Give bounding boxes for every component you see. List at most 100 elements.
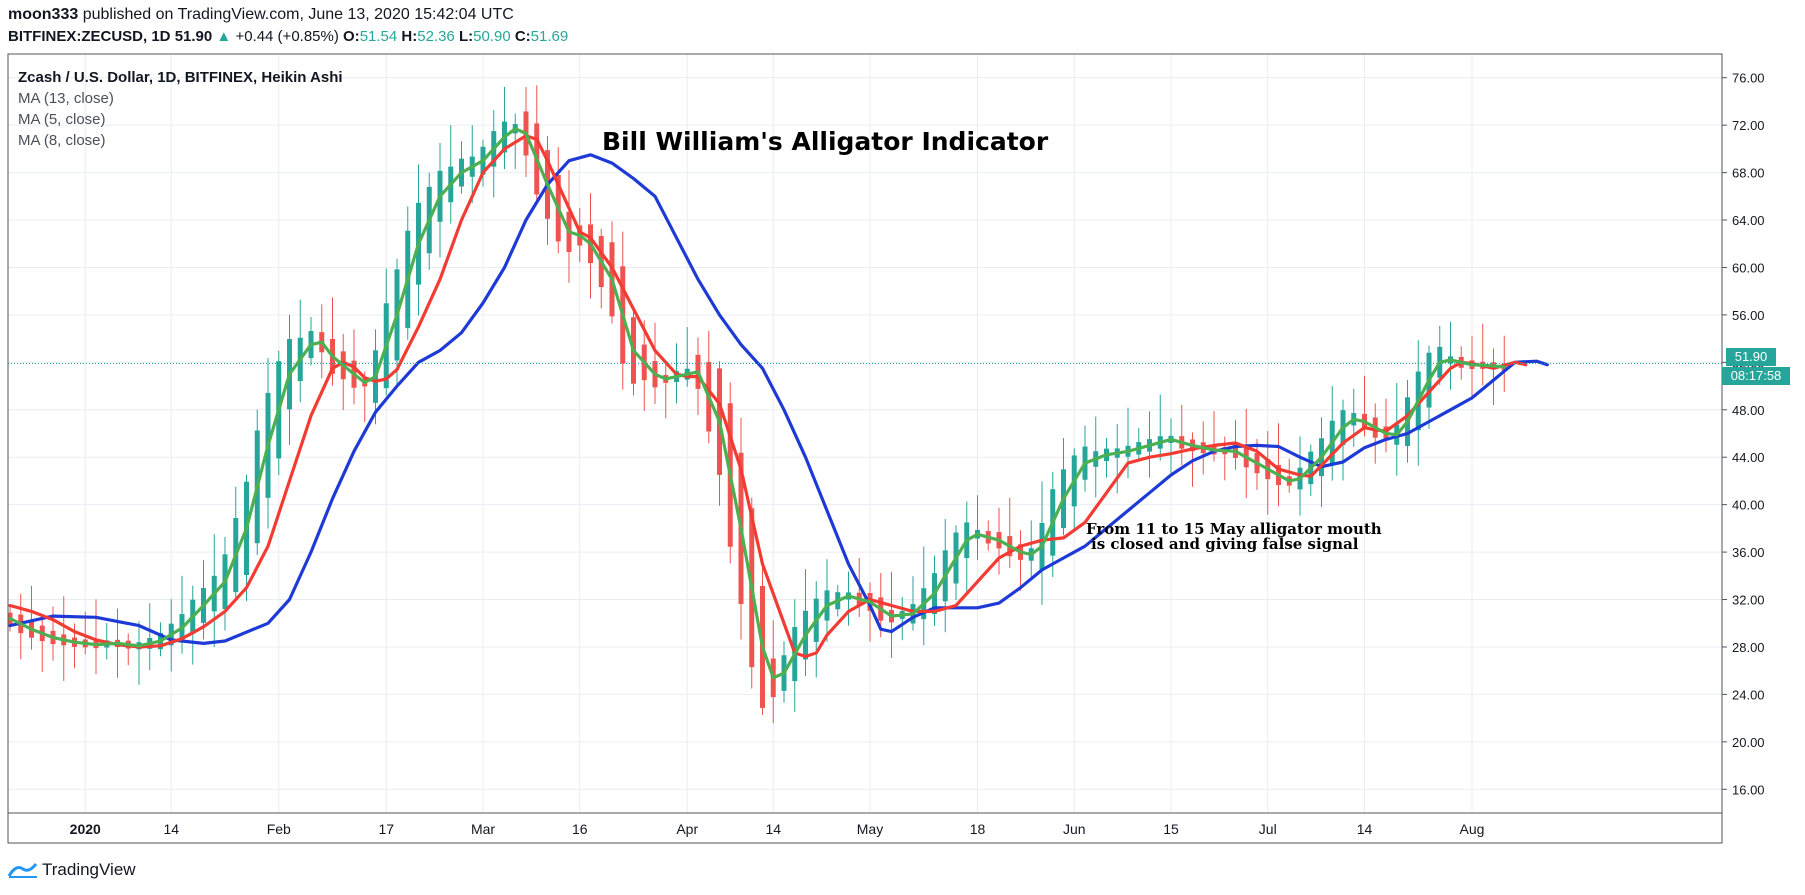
open-label: O: [343,28,360,45]
y-tick-label: 44.00 [1732,450,1765,465]
candle [846,571,851,626]
legend-main-series[interactable]: Zcash / U.S. Dollar, 1D, BITFINEX, Heiki… [18,69,343,86]
candle [502,86,507,170]
candle [1243,408,1249,499]
candle [29,585,34,650]
moving-averages [8,127,1549,680]
x-tick-label: Feb [267,821,291,837]
y-tick-label: 24.00 [1732,687,1765,702]
candle [555,147,561,254]
annotation-note[interactable]: From 11 to 15 May alligator mouth is clo… [1086,522,1382,552]
low-value: 50.90 [473,28,511,45]
annotation-line-2: is closed and giving false signal [1091,535,1359,553]
published-text: published on TradingView.com, June 13, 2… [82,6,514,23]
candle [1168,418,1174,474]
candle [1286,458,1292,493]
candle [1061,438,1066,536]
candle [1211,411,1217,462]
annotation-line-1: From 11 to 15 May alligator mouth [1086,520,1382,538]
open-value: 51.54 [359,28,398,45]
candle [1104,438,1109,478]
x-tick-label: 16 [572,821,588,837]
chart-grid [8,54,1722,813]
candle [1179,404,1185,466]
candle [921,546,927,646]
candle [1394,382,1400,476]
candle [910,576,916,631]
candle [233,486,239,600]
candle [1028,520,1034,578]
candle [1157,394,1163,461]
candle [147,603,153,671]
x-tick-label: 14 [765,821,781,837]
close-value: 51.69 [530,28,569,45]
candle [1480,323,1486,386]
y-tick-label: 32.00 [1732,593,1765,608]
x-tick-label: 15 [1163,821,1179,837]
x-tick-label: Jun [1063,821,1086,837]
y-tick-label: 36.00 [1732,545,1765,560]
candle [598,228,604,309]
x-tick-label: 14 [1357,821,1373,837]
candle [448,125,454,224]
y-tick-label: 72.00 [1732,118,1765,133]
last-price: 51.90 [174,28,213,45]
candle [190,585,196,665]
candle [824,559,830,642]
low-label: L: [458,28,474,45]
candles [7,85,1507,724]
candle [308,316,314,366]
x-tick-label: 14 [163,821,179,837]
candle [39,614,45,672]
x-tick-label: May [857,821,883,837]
annotation-title[interactable]: Bill William's Alligator Indicator [602,127,1049,156]
legend-ma13[interactable]: MA (13, close) [18,90,114,107]
chart-frame [7,53,1723,844]
symbol-label: BITFINEX:ZECUSD, 1D [8,28,171,45]
y-tick-label: 68.00 [1732,166,1765,181]
candle [813,581,819,678]
candle [1018,530,1023,591]
high-value: 52.36 [417,28,455,45]
tradingview-logo[interactable]: TradingView [8,860,136,880]
candle [136,621,142,685]
candle [1469,336,1475,400]
candle [491,110,497,198]
y-tick-label: 56.00 [1732,308,1765,323]
candle [340,333,346,411]
y-tick-label: 16.00 [1732,782,1765,797]
author-name[interactable]: moon333 [8,6,79,23]
y-tick-label: 76.00 [1732,71,1765,86]
ohlc-bar: BITFINEX:ZECUSD, 1D 51.90 ▲ +0.44 (+0.85… [8,28,568,45]
candle [964,501,970,594]
candle [1448,321,1453,390]
x-tick-label: 17 [378,821,394,837]
x-tick-label: Mar [471,821,495,837]
x-tick-label: Jul [1259,821,1277,837]
time-axis[interactable]: 2020 14 Feb 17 Mar 16 Apr 14 May 18 Jun 15 Jul 14 Aug [70,821,1485,837]
ma-line[interactable] [8,127,1506,680]
y-tick-label: 28.00 [1732,640,1765,655]
candle [803,569,808,677]
x-tick-label: Aug [1460,821,1485,837]
high-label: H: [401,28,418,45]
legend-ma8[interactable]: MA (8, close) [18,132,106,149]
y-tick-label: 64.00 [1732,213,1765,228]
candle [1071,448,1077,533]
candle [125,633,131,666]
candle [1265,431,1271,515]
candle [1372,403,1378,464]
ma-line[interactable] [8,153,1549,645]
footer-brand: TradingView [42,860,136,879]
tradingview-logo-icon [8,863,38,878]
candle [1383,398,1389,453]
candle [93,599,99,675]
legend-ma5[interactable]: MA (5, close) [18,111,106,128]
x-tick-label: 18 [970,821,986,837]
x-tick-label: Apr [676,821,698,837]
candle [899,597,905,641]
y-tick-label: 40.00 [1732,498,1765,513]
price-axis[interactable]: 76.0072.0068.0064.0060.0056.0052.0048.00… [1722,71,1765,798]
publish-info: moon333 published on TradingView.com, Ju… [8,6,514,24]
